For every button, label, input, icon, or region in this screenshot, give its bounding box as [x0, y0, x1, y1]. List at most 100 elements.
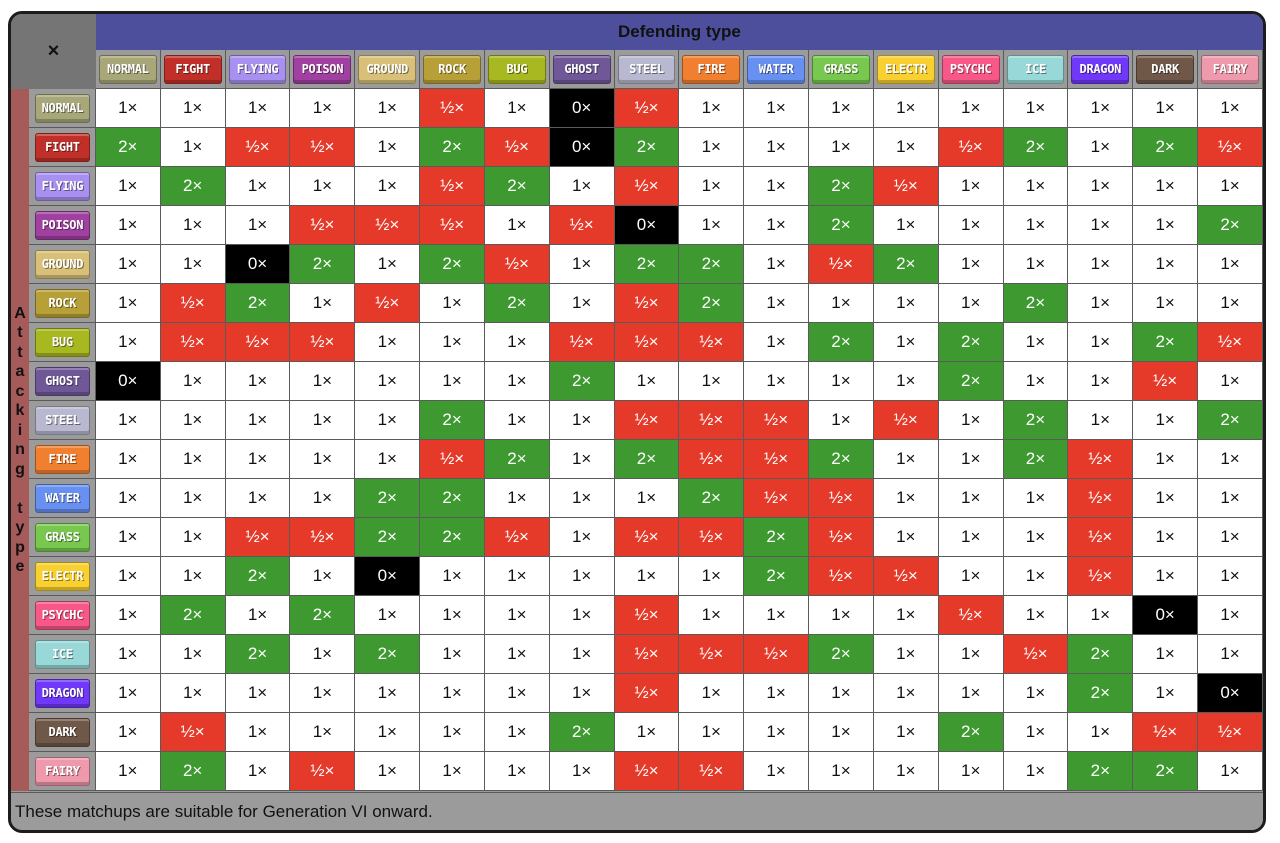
matchup-cell: ½× [485, 245, 550, 284]
matchup-cell: ½× [1198, 128, 1263, 167]
matchup-cell: 1× [614, 362, 680, 401]
defending-type-fire: FIRE [679, 50, 745, 89]
matchup-cell: 1× [809, 752, 874, 791]
matchup-cell: 2× [485, 440, 550, 479]
attacking-header-letter: k [15, 402, 25, 419]
matchup-cell: ½× [614, 401, 680, 440]
matchup-cell: 1× [1133, 167, 1199, 206]
matchup-cell: ½× [1068, 440, 1134, 479]
matchup-cell: 1× [225, 167, 291, 206]
matchup-cell: 1× [549, 518, 615, 557]
matchup-cell: 2× [679, 479, 745, 518]
defending-type-labels-row: NORMAL FIGHT FLYING POISON GROUND ROCK BUG GHOS… [11, 50, 1263, 89]
matchup-cell: 2× [809, 323, 874, 362]
attacking-header-letter: t [17, 324, 23, 341]
attacking-header-letter: y [15, 519, 25, 536]
matchup-cell: 1× [355, 245, 421, 284]
matchup-cell: 1× [938, 206, 1004, 245]
matchup-cell: 1× [1198, 167, 1263, 206]
type-badge-steel: STEEL [617, 54, 676, 84]
matchup-cell: 1× [1133, 89, 1199, 128]
matchup-cell: 2× [225, 635, 291, 674]
attacking-row-electr: ELECTR 1× 1× 2× 1× 0× 1× 1× 1× 1× 1× 2× ½× ½× 1× 1× ½× 1×… [11, 557, 1263, 596]
matchup-cell: 1× [420, 635, 486, 674]
matchup-cell: 1× [1068, 206, 1134, 245]
matchup-cell: 1× [1068, 245, 1134, 284]
attacking-header-letter: p [15, 538, 25, 556]
matchup-cell: 1× [744, 752, 810, 791]
matchup-cell: 1× [290, 635, 356, 674]
defending-type-header: Defending type [95, 14, 1263, 50]
matchup-cell: 1× [160, 206, 226, 245]
matchup-cell: ½× [1133, 713, 1199, 752]
matchup-cell: 1× [1133, 479, 1199, 518]
matchup-cell: 1× [809, 596, 874, 635]
matchup-cell: ½× [225, 323, 291, 362]
matchup-cell: 1× [1003, 557, 1069, 596]
matchup-cell: 2× [1003, 284, 1069, 323]
matchup-cell: 1× [549, 596, 615, 635]
matchup-cell: 1× [873, 206, 939, 245]
attacking-type-flying: FLYING [28, 167, 96, 206]
matchup-cell: 1× [225, 206, 291, 245]
matchup-cell: 1× [679, 89, 745, 128]
matchup-cell: ½× [485, 128, 550, 167]
matchup-cell: ½× [614, 596, 680, 635]
matchup-cell: 1× [549, 752, 615, 791]
matchup-cell: 1× [873, 128, 939, 167]
type-badge-fight: FIGHT [34, 132, 90, 162]
defending-type-dragon: DRAGON [1068, 50, 1134, 89]
matchup-cell: ½× [809, 518, 874, 557]
matchup-cell: 1× [873, 323, 939, 362]
attacking-header-letter: e [15, 558, 25, 575]
matchup-cell: 1× [744, 245, 810, 284]
matchup-cell: 0× [1133, 596, 1199, 635]
matchup-cell: 2× [355, 479, 421, 518]
matchup-cell: 1× [744, 596, 810, 635]
matchup-cell: ½× [873, 401, 939, 440]
type-badge-steel: STEEL [34, 405, 90, 435]
matchup-cell: ½× [225, 518, 291, 557]
attacking-row-rock: ROCK 1× ½× 2× 1× ½× 1× 2× 1× ½× 2× 1× 1× 1× 1× 2× 1× 1× 1× [11, 284, 1263, 323]
matchup-cell: 1× [549, 440, 615, 479]
matchup-cell: 1× [95, 479, 161, 518]
matchup-cell: 1× [1003, 479, 1069, 518]
matchup-cell: 1× [225, 362, 291, 401]
matchup-cell: ½× [290, 206, 356, 245]
matchup-cell: 1× [420, 362, 486, 401]
type-badge-dragon: DRAGON [1071, 54, 1130, 84]
matchup-cell: 1× [290, 89, 356, 128]
matchup-cell: 1× [614, 557, 680, 596]
matchup-cell: 1× [290, 479, 356, 518]
matchup-cell: 1× [225, 440, 291, 479]
matchup-cell: 1× [614, 479, 680, 518]
matchup-cell: 1× [744, 323, 810, 362]
matchup-cell: 1× [485, 557, 550, 596]
attacking-type-water: WATER [28, 479, 96, 518]
defending-type-ghost: GHOST [549, 50, 615, 89]
matchup-cell: ½× [679, 635, 745, 674]
matchup-cell: ½× [1068, 479, 1134, 518]
matchup-cell: 0× [549, 128, 615, 167]
type-badge-rock: ROCK [34, 288, 90, 318]
matchup-cell: 1× [549, 557, 615, 596]
matchup-cell: 2× [420, 245, 486, 284]
matchup-cell: 1× [225, 479, 291, 518]
matchup-cell: ½× [160, 713, 226, 752]
matchup-cell: 1× [290, 440, 356, 479]
defending-type-steel: STEEL [614, 50, 680, 89]
matchup-cell: ½× [614, 89, 680, 128]
defending-type-electr: ELECTR [873, 50, 939, 89]
matchup-cell: ½× [614, 167, 680, 206]
matchup-cell: 1× [1003, 245, 1069, 284]
matchup-cell: 2× [225, 557, 291, 596]
matchup-cell: 1× [355, 674, 421, 713]
defending-type-flying: FLYING [225, 50, 291, 89]
attacking-header-letter: t [17, 343, 23, 361]
attacking-header-letter: A [14, 304, 26, 322]
matchup-cell: 2× [1133, 128, 1199, 167]
type-badge-rock: ROCK [423, 54, 482, 84]
matchup-cell: 2× [1133, 323, 1199, 362]
defending-type-poison: POISON [290, 50, 356, 89]
attacking-type-ice: ICE [28, 635, 96, 674]
